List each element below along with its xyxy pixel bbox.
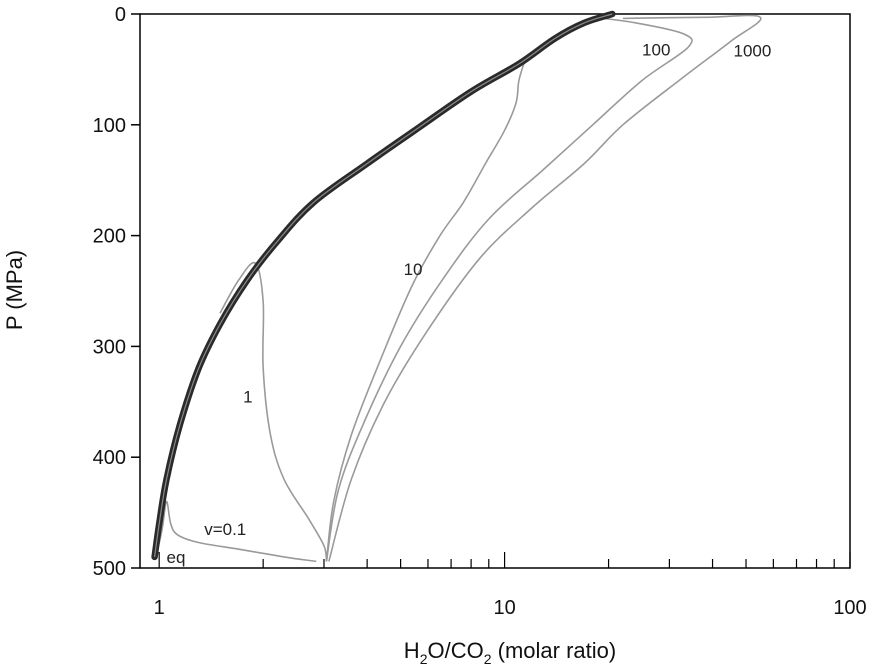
series-1000-line [328, 14, 762, 562]
y-tick-label: 400 [93, 447, 126, 469]
x-axis-title: H2O/CO2 (molar ratio) [404, 638, 616, 667]
series-v-0-1-line [155, 500, 317, 563]
series-eq-highlight [154, 13, 613, 557]
series-eq-line [151, 10, 616, 561]
series-10-line [325, 58, 527, 562]
series-100-label: 100 [642, 40, 670, 59]
series-1-line [219, 261, 328, 562]
y-tick-label: 0 [115, 4, 126, 26]
y-tick-label: 200 [93, 226, 126, 248]
y-tick-label: 300 [93, 336, 126, 358]
y-axis-title: P (MPa) [2, 250, 27, 330]
series-1000-label: 1000 [734, 42, 772, 61]
x-tick-label: 1 [154, 597, 165, 619]
y-tick-label: 100 [93, 115, 126, 137]
series-v-0-1-label: v=0.1 [204, 520, 246, 539]
x-tick-label: 100 [833, 597, 866, 619]
series-100-line [325, 16, 693, 562]
series-10-label: 10 [404, 260, 423, 279]
plot-frame [139, 13, 851, 569]
series-eq-label: eq [166, 548, 185, 567]
series-1-label: 1 [243, 387, 252, 406]
ticks: 0 100 200 300 400 500 1 10 100 [93, 4, 867, 619]
y-tick-label: 500 [93, 558, 126, 580]
plot-area: v=0.1 1 10 100 1000 eq [139, 10, 851, 569]
x-tick-label: 10 [493, 597, 515, 619]
